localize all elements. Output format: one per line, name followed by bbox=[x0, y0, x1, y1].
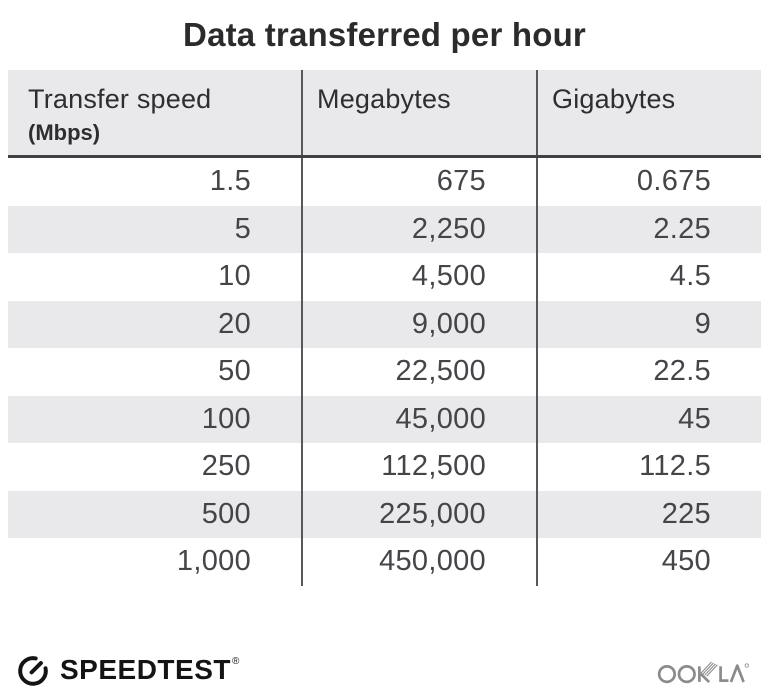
footer: SPEEDTEST ® bbox=[14, 646, 749, 694]
cell-gigabytes: 4.5 bbox=[669, 260, 711, 292]
page-title: Data transferred per hour bbox=[183, 16, 586, 53]
cell-gigabytes: 450 bbox=[661, 545, 711, 577]
data-table: Transfer speed (Mbps) Megabytes Gigabyte… bbox=[8, 70, 761, 586]
header-label: Megabytes bbox=[317, 84, 451, 114]
table-row: 100 45,000 45 bbox=[8, 395, 761, 443]
table-row: 500 225,000 225 bbox=[8, 490, 761, 538]
cell-gigabytes: 112.5 bbox=[639, 450, 711, 482]
cell-gigabytes: 2.25 bbox=[653, 212, 711, 245]
header-label: Transfer speed bbox=[28, 84, 212, 114]
speedtest-wordmark: SPEEDTEST bbox=[60, 654, 231, 685]
cell-transfer-speed: 20 bbox=[8, 300, 303, 348]
table-body: 1.5 675 0.675 5 2,250 2.25 10 4,500 4.5 20 9,000 9 5… bbox=[8, 158, 761, 586]
cell-megabytes: 4,500 bbox=[303, 253, 538, 301]
cell-megabytes: 225,000 bbox=[303, 490, 538, 538]
ookla-wordmark-icon bbox=[657, 661, 749, 683]
cell-megabytes: 450,000 bbox=[303, 538, 538, 586]
cell-megabytes: 2,250 bbox=[303, 205, 538, 253]
cell-megabytes: 675 bbox=[303, 158, 538, 206]
speedtest-gauge-icon bbox=[18, 656, 48, 686]
cell-transfer-speed: 100 bbox=[8, 395, 303, 443]
table-row: 5 2,250 2.25 bbox=[8, 205, 761, 253]
cell-gigabytes: 0.675 bbox=[636, 165, 711, 197]
speedtest-registered-mark-icon: ® bbox=[231, 655, 240, 667]
table-row: 50 22,500 22.5 bbox=[8, 348, 761, 396]
cell-gigabytes: 225 bbox=[661, 497, 711, 530]
table-row: 20 9,000 9 bbox=[8, 300, 761, 348]
cell-gigabytes: 45 bbox=[678, 402, 711, 435]
cell-transfer-speed: 250 bbox=[8, 443, 303, 491]
cell-megabytes: 112,500 bbox=[303, 443, 538, 491]
table-row: 250 112,500 112.5 bbox=[8, 443, 761, 491]
cell-transfer-speed: 50 bbox=[8, 348, 303, 396]
header-cell-megabytes: Megabytes bbox=[303, 70, 538, 155]
speedtest-logo: SPEEDTEST ® bbox=[14, 651, 239, 689]
table-row: 1,000 450,000 450 bbox=[8, 538, 761, 586]
header-label: Gigabytes bbox=[552, 84, 676, 114]
cell-megabytes: 22,500 bbox=[303, 348, 538, 396]
cell-megabytes: 9,000 bbox=[303, 300, 538, 348]
table-row: 10 4,500 4.5 bbox=[8, 253, 761, 301]
ookla-logo bbox=[657, 655, 749, 686]
header-cell-transfer-speed: Transfer speed (Mbps) bbox=[8, 70, 303, 155]
table-header-row: Transfer speed (Mbps) Megabytes Gigabyte… bbox=[8, 70, 761, 158]
header-sublabel: (Mbps) bbox=[28, 120, 101, 145]
cell-transfer-speed: 1.5 bbox=[8, 158, 303, 206]
header-cell-gigabytes: Gigabytes bbox=[538, 70, 761, 155]
table-row: 1.5 675 0.675 bbox=[8, 158, 761, 206]
cell-transfer-speed: 10 bbox=[8, 253, 303, 301]
cell-transfer-speed: 1,000 bbox=[8, 538, 303, 586]
cell-gigabytes: 9 bbox=[694, 307, 711, 340]
cell-megabytes: 45,000 bbox=[303, 395, 538, 443]
cell-transfer-speed: 5 bbox=[8, 205, 303, 253]
cell-gigabytes: 22.5 bbox=[653, 355, 711, 387]
cell-transfer-speed: 500 bbox=[8, 490, 303, 538]
